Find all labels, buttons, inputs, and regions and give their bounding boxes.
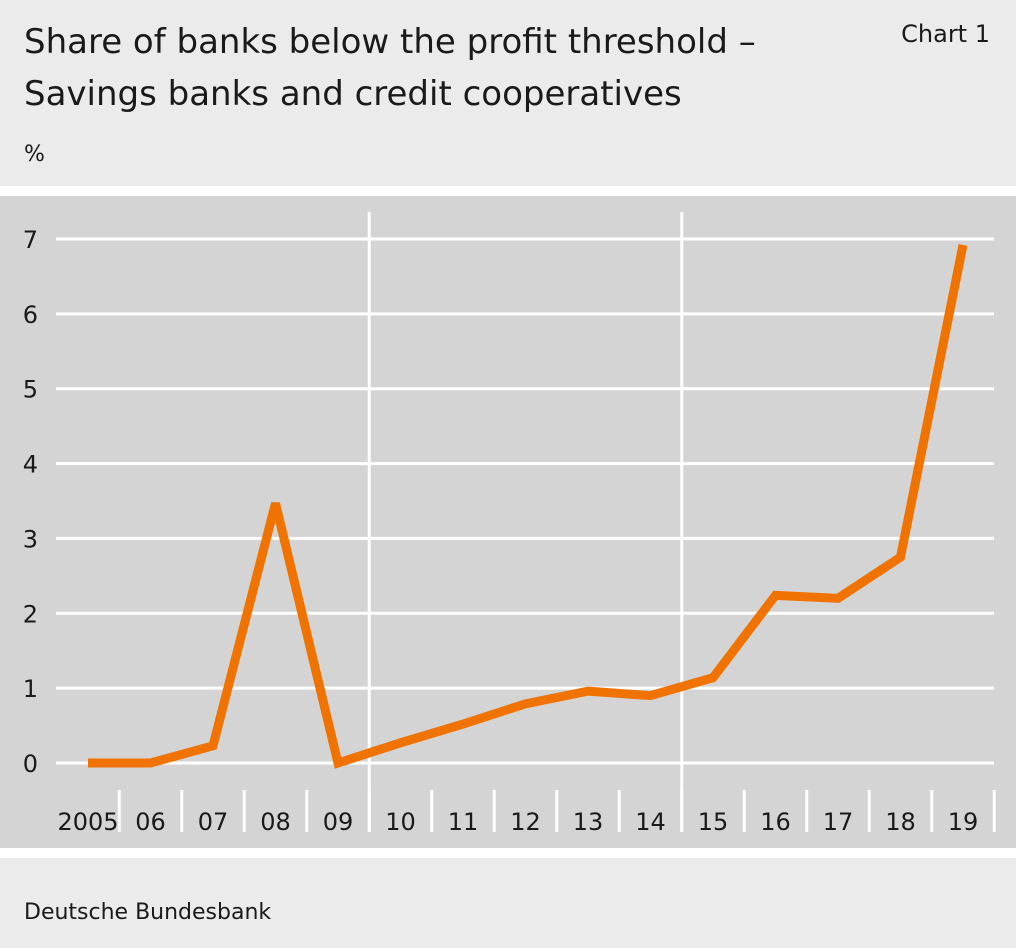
chart-header: Share of banks below the profit threshol… <box>0 0 1016 186</box>
x-tick-label: 07 <box>198 808 229 836</box>
x-tick-label: 19 <box>948 808 979 836</box>
x-tick-label: 13 <box>573 808 604 836</box>
y-tick-label: 3 <box>23 525 38 553</box>
y-tick-label: 4 <box>23 451 38 479</box>
x-tick-label: 06 <box>135 808 166 836</box>
chart-number-label: Chart 1 <box>901 20 990 48</box>
x-tick-label: 15 <box>698 808 729 836</box>
x-tick-label: 10 <box>385 808 416 836</box>
x-tick-label: 12 <box>510 808 541 836</box>
x-tick-label: 17 <box>823 808 854 836</box>
y-tick-label: 7 <box>23 226 38 254</box>
y-axis-unit: % <box>24 142 45 167</box>
bottom-divider <box>0 848 1016 858</box>
y-tick-label: 5 <box>23 376 38 404</box>
chart-title-line-2: Savings banks and credit cooperatives <box>24 74 682 114</box>
chart-title-line-1: Share of banks below the profit threshol… <box>24 22 756 62</box>
x-tick-label: 11 <box>448 808 479 836</box>
x-tick-label: 16 <box>760 808 791 836</box>
series-line <box>88 244 968 769</box>
y-tick-label: 6 <box>23 301 38 329</box>
x-tick-label: 2005 <box>57 808 118 836</box>
y-tick-label: 0 <box>23 750 38 778</box>
x-tick-label: 08 <box>260 808 291 836</box>
x-tick-label: 14 <box>635 808 666 836</box>
chart-footer: Deutsche Bundesbank <box>0 858 1016 948</box>
chart-title: Share of banks below the profit threshol… <box>24 16 884 120</box>
plot-area: 0 1 2 3 4 5 6 7 2005 06 07 08 09 10 11 12 13 14 15 16 17 18 19 <box>0 196 1016 848</box>
x-tick-label: 09 <box>323 808 354 836</box>
top-divider <box>0 186 1016 196</box>
x-tick-label: 18 <box>885 808 916 836</box>
source-label: Deutsche Bundesbank <box>24 900 272 925</box>
y-tick-label: 2 <box>23 600 38 628</box>
y-tick-label: 1 <box>23 675 38 703</box>
